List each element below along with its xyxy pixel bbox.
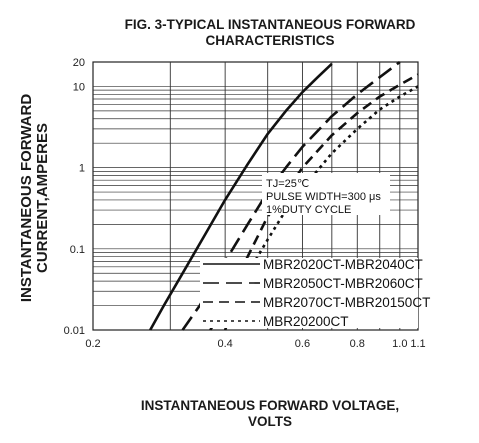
x-tick-label: 0.8 <box>350 338 365 350</box>
x-tick-label: 0.2 <box>85 338 100 350</box>
series-line-1 <box>149 62 333 331</box>
y-tick-label: 1 <box>79 163 85 175</box>
series-line-2 <box>181 60 401 331</box>
legend-label-4: MBR20200CT <box>263 314 349 329</box>
x-tick-label: 0.4 <box>217 338 232 350</box>
legend-label-1: MBR2020CT-MBR2040CT <box>263 257 423 272</box>
annotation-line: TJ=25℃ <box>266 178 309 190</box>
x-tick-label: 0.6 <box>295 338 310 350</box>
y-tick-label: 10 <box>73 81 85 93</box>
x-tick-label: 1.0 <box>392 338 407 350</box>
legend-label-3: MBR2070CT-MBR20150CT <box>263 295 430 310</box>
annotation-background <box>262 173 390 215</box>
y-tick-label: 20 <box>73 57 85 69</box>
x-axis-title: INSTANTANEOUS FORWARD VOLTAGE, VOLTS <box>140 398 400 429</box>
y-tick-label: 0.01 <box>64 325 85 337</box>
x-tick-label: 1.1 <box>410 338 425 350</box>
chart-title: FIG. 3-TYPICAL INSTANTANEOUS FORWARD CHA… <box>124 17 416 48</box>
legend-background <box>200 258 418 328</box>
y-tick-labels: 0.01 0.1 1 10 20 <box>64 57 85 337</box>
legend-label-2: MBR2050CT-MBR2060CT <box>263 276 423 291</box>
y-tick-label: 0.1 <box>70 244 85 256</box>
x-tick-labels: 0.2 0.4 0.6 0.8 1.0 1.1 <box>85 338 425 350</box>
legend: MBR2020CT-MBR2040CT MBR2050CT-MBR2060CT MB… <box>200 257 430 329</box>
annotation-line: PULSE WIDTH=300 μs <box>266 191 381 203</box>
annotation-line: 1%DUTY CYCLE <box>266 204 351 216</box>
plot-frame <box>92 61 419 331</box>
